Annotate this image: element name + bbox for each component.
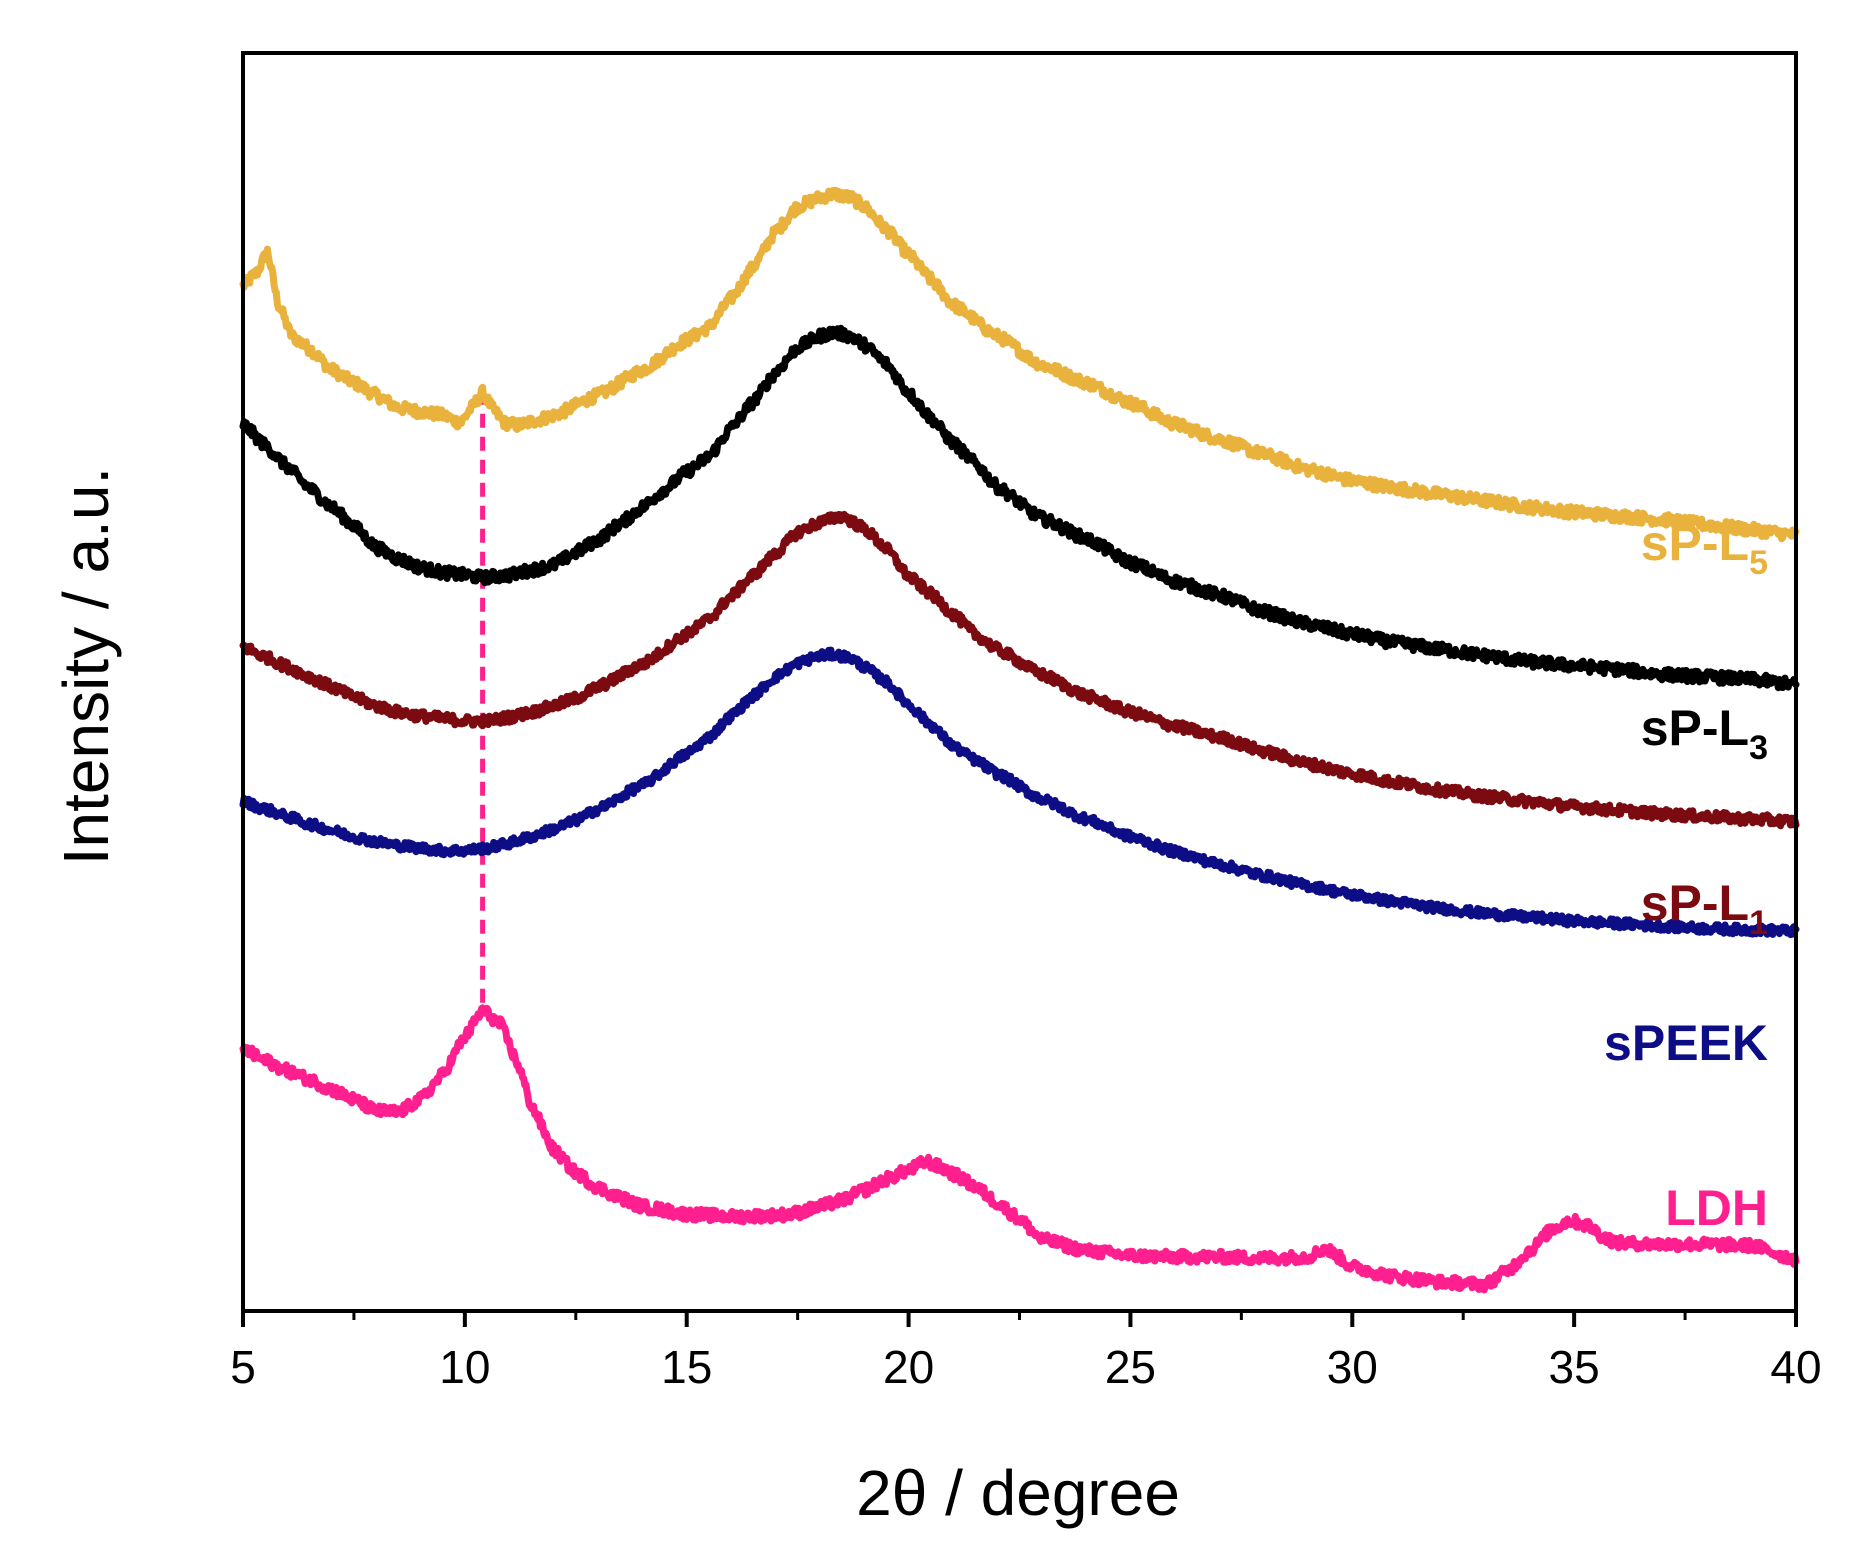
x-tick-label: 35 — [1549, 1341, 1600, 1393]
y-axis-title: Intensity / a.u. — [50, 467, 122, 865]
series-label-ldh: LDH — [1665, 1180, 1768, 1236]
series-label-sp-l5: sP-L5 — [1641, 515, 1768, 582]
x-axis-title: 2θ / degree — [856, 1457, 1180, 1529]
x-tick-label: 40 — [1770, 1341, 1821, 1393]
series-label-main: sP-L — [1641, 875, 1749, 931]
series-label-subscript: 1 — [1749, 904, 1768, 942]
series-line-speek — [239, 646, 1800, 939]
x-tick-label: 30 — [1327, 1341, 1378, 1393]
x-tick-label: 25 — [1105, 1341, 1156, 1393]
x-tick-label: 10 — [439, 1341, 490, 1393]
series-line-sp-l3 — [239, 324, 1800, 692]
series-label-main: sPEEK — [1604, 1015, 1768, 1071]
series-label-main: LDH — [1665, 1180, 1768, 1236]
series-line-sp-l1 — [239, 510, 1800, 830]
series-line-ldh — [239, 1004, 1800, 1294]
plot-area — [239, 186, 1800, 1294]
x-axis: 5 10 15 20 25 30 35 40 — [230, 1311, 1822, 1393]
series-label-subscript: 3 — [1749, 729, 1768, 767]
x-tick-label: 20 — [883, 1341, 934, 1393]
series-label-sp-l3: sP-L3 — [1641, 700, 1768, 767]
plot-frame — [241, 51, 1798, 1313]
series-label-speek: sPEEK — [1604, 1015, 1768, 1071]
series-label-subscript: 5 — [1749, 544, 1768, 582]
series-label-main: sP-L — [1641, 700, 1749, 756]
x-tick-label: 5 — [230, 1341, 256, 1393]
series-label-main: sP-L — [1641, 515, 1749, 571]
series-label-sp-l1: sP-L1 — [1641, 875, 1768, 942]
series-line-sp-l5 — [239, 186, 1800, 543]
x-tick-label: 15 — [661, 1341, 712, 1393]
